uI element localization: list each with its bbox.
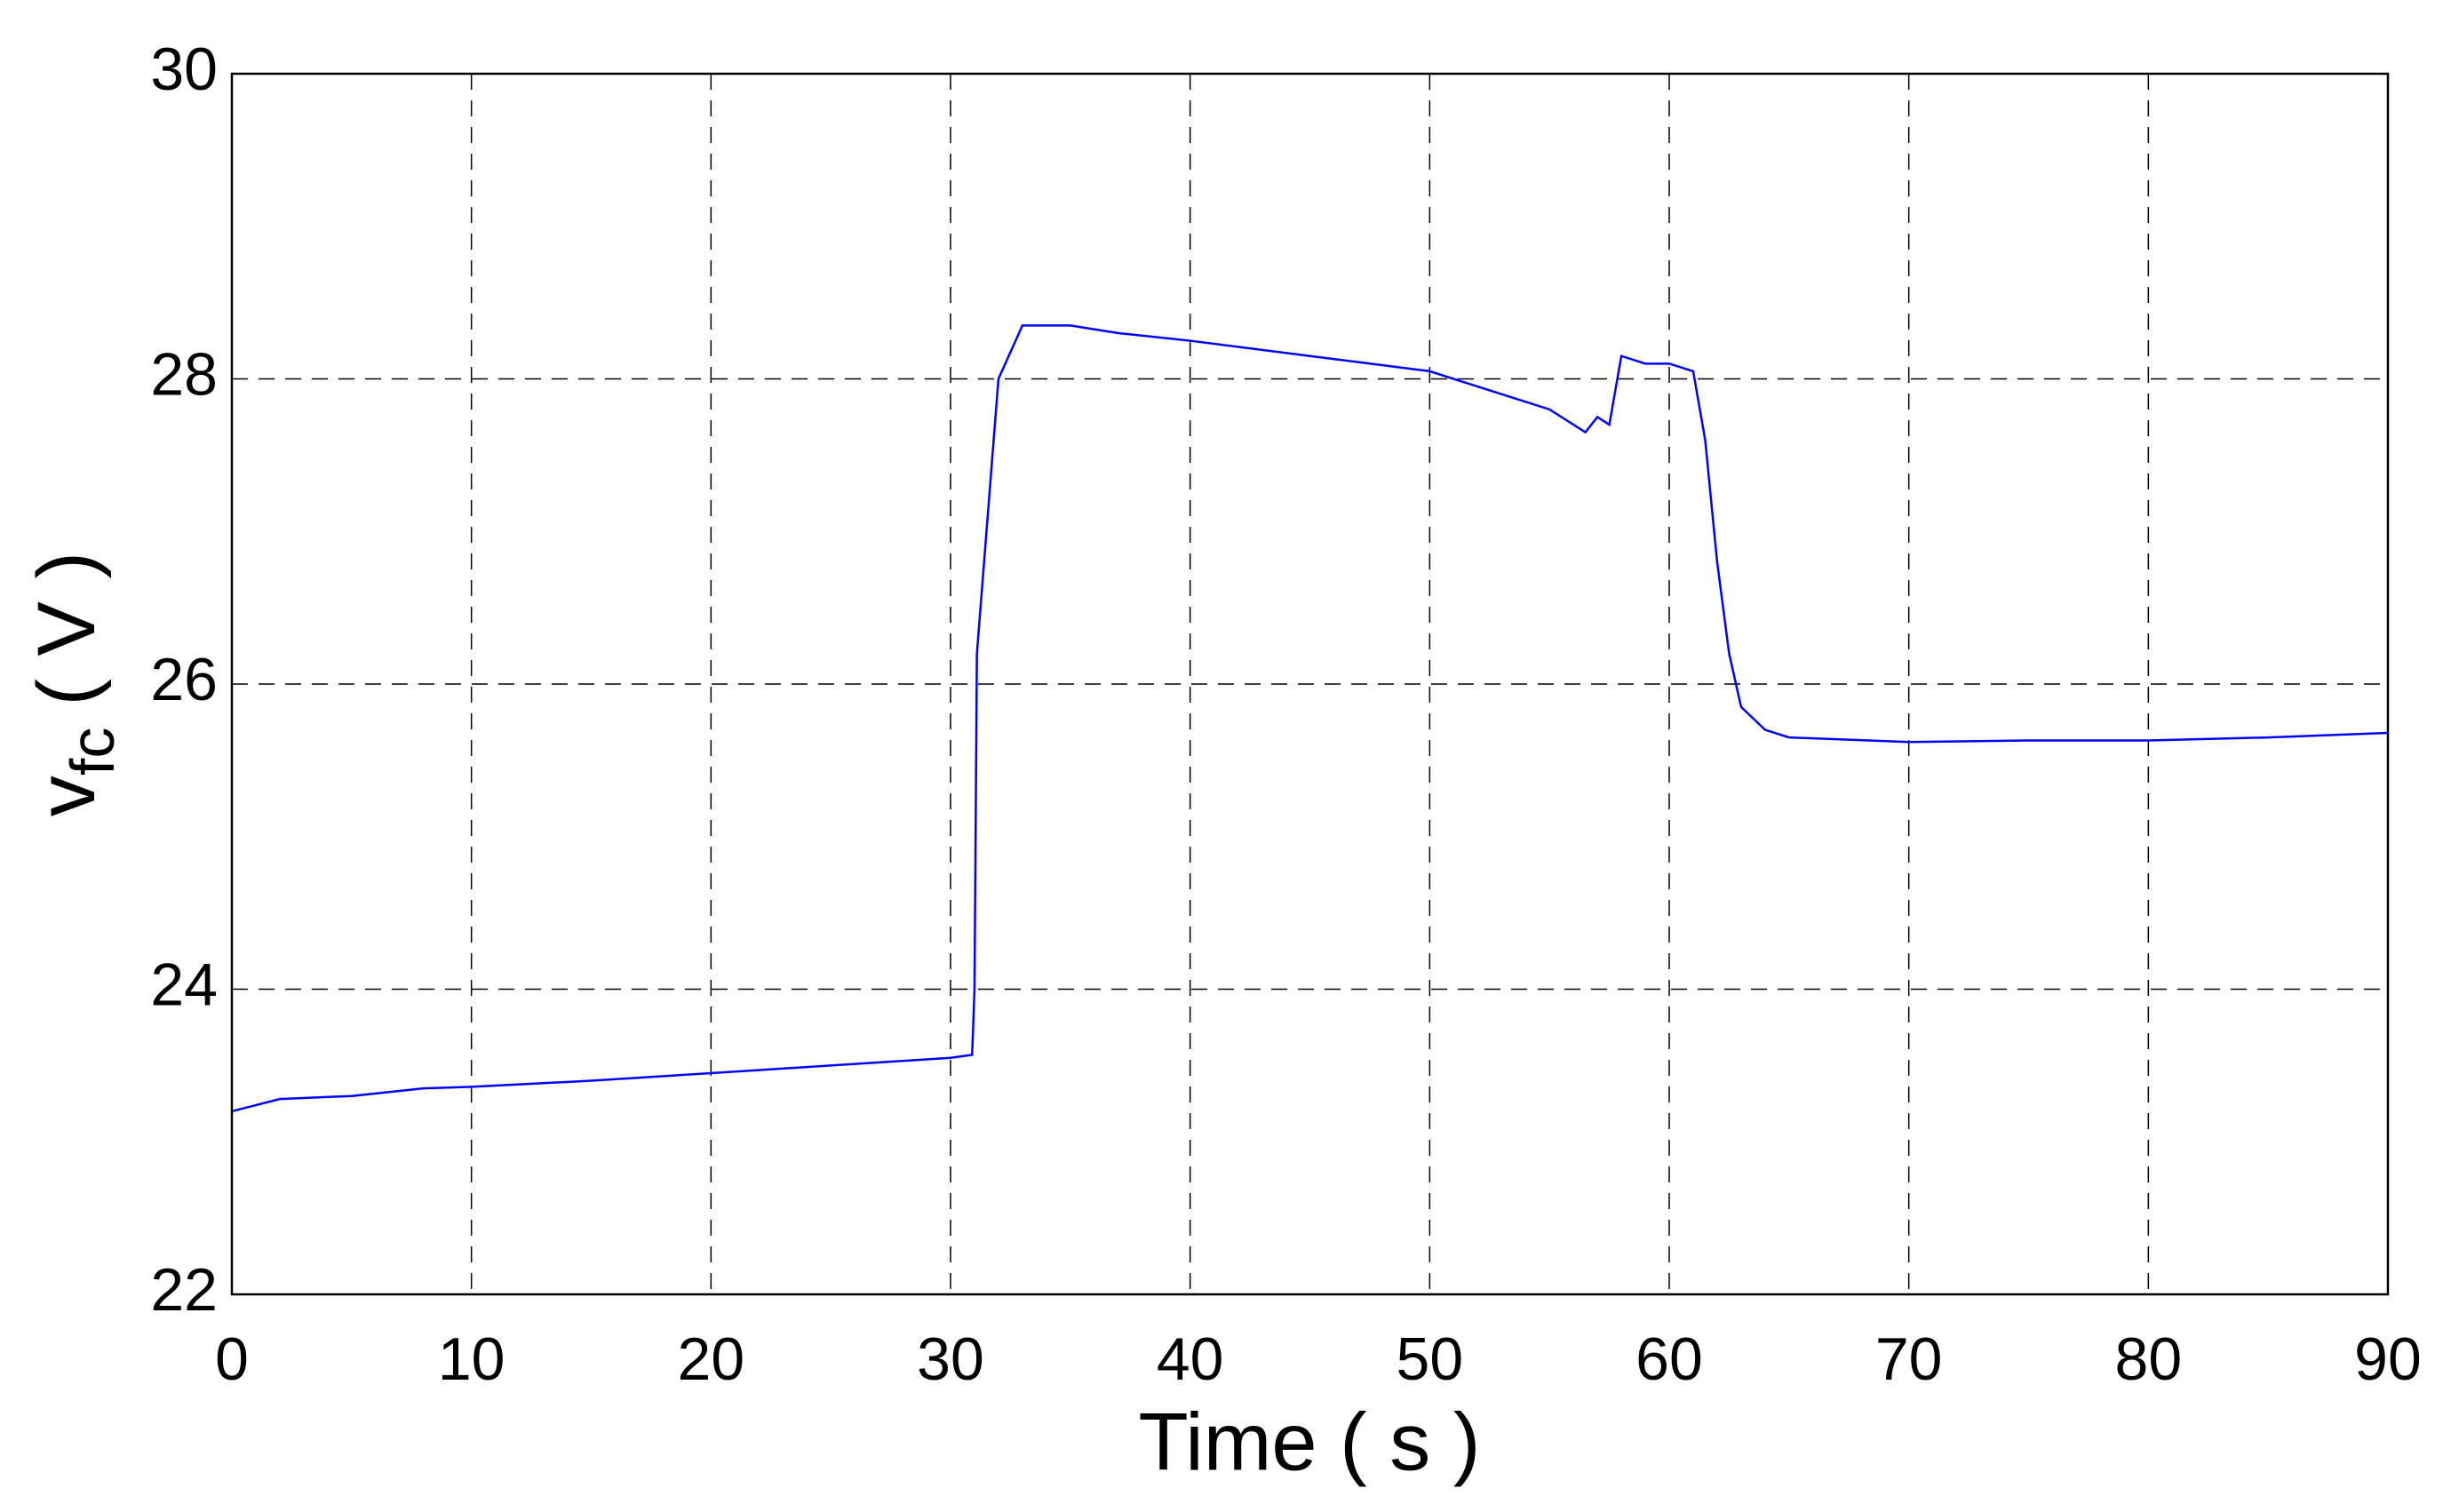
- x-tick-label: 60: [1635, 1325, 1703, 1393]
- x-tick-label: 30: [917, 1325, 984, 1393]
- data-line: [231, 324, 2389, 1113]
- x-tick-label: 50: [1397, 1325, 1464, 1393]
- x-tick-label: 0: [215, 1325, 249, 1393]
- x-tick-label: 90: [2354, 1325, 2422, 1393]
- x-axis-label: Time ( s ): [1139, 1397, 1481, 1487]
- y-label-unit: ( V ): [21, 552, 112, 706]
- plot-frame: [230, 72, 2390, 1296]
- y-tick-label: 22: [150, 1256, 218, 1324]
- y-label-sub: fc: [58, 728, 127, 776]
- x-tick-label: 10: [438, 1325, 505, 1393]
- x-tick-label: 40: [1157, 1325, 1224, 1393]
- y-tick-label: 30: [150, 36, 218, 103]
- y-tick-label: 24: [150, 951, 218, 1018]
- x-tick-label: 20: [678, 1325, 745, 1393]
- y-axis-label: vfc ( V ): [21, 552, 127, 816]
- x-tick-label: 80: [2115, 1325, 2183, 1393]
- y-label-main: v: [21, 776, 112, 816]
- y-tick-label: 28: [150, 340, 218, 408]
- x-tick-label: 70: [1875, 1325, 1943, 1393]
- y-tick-label: 26: [150, 646, 218, 713]
